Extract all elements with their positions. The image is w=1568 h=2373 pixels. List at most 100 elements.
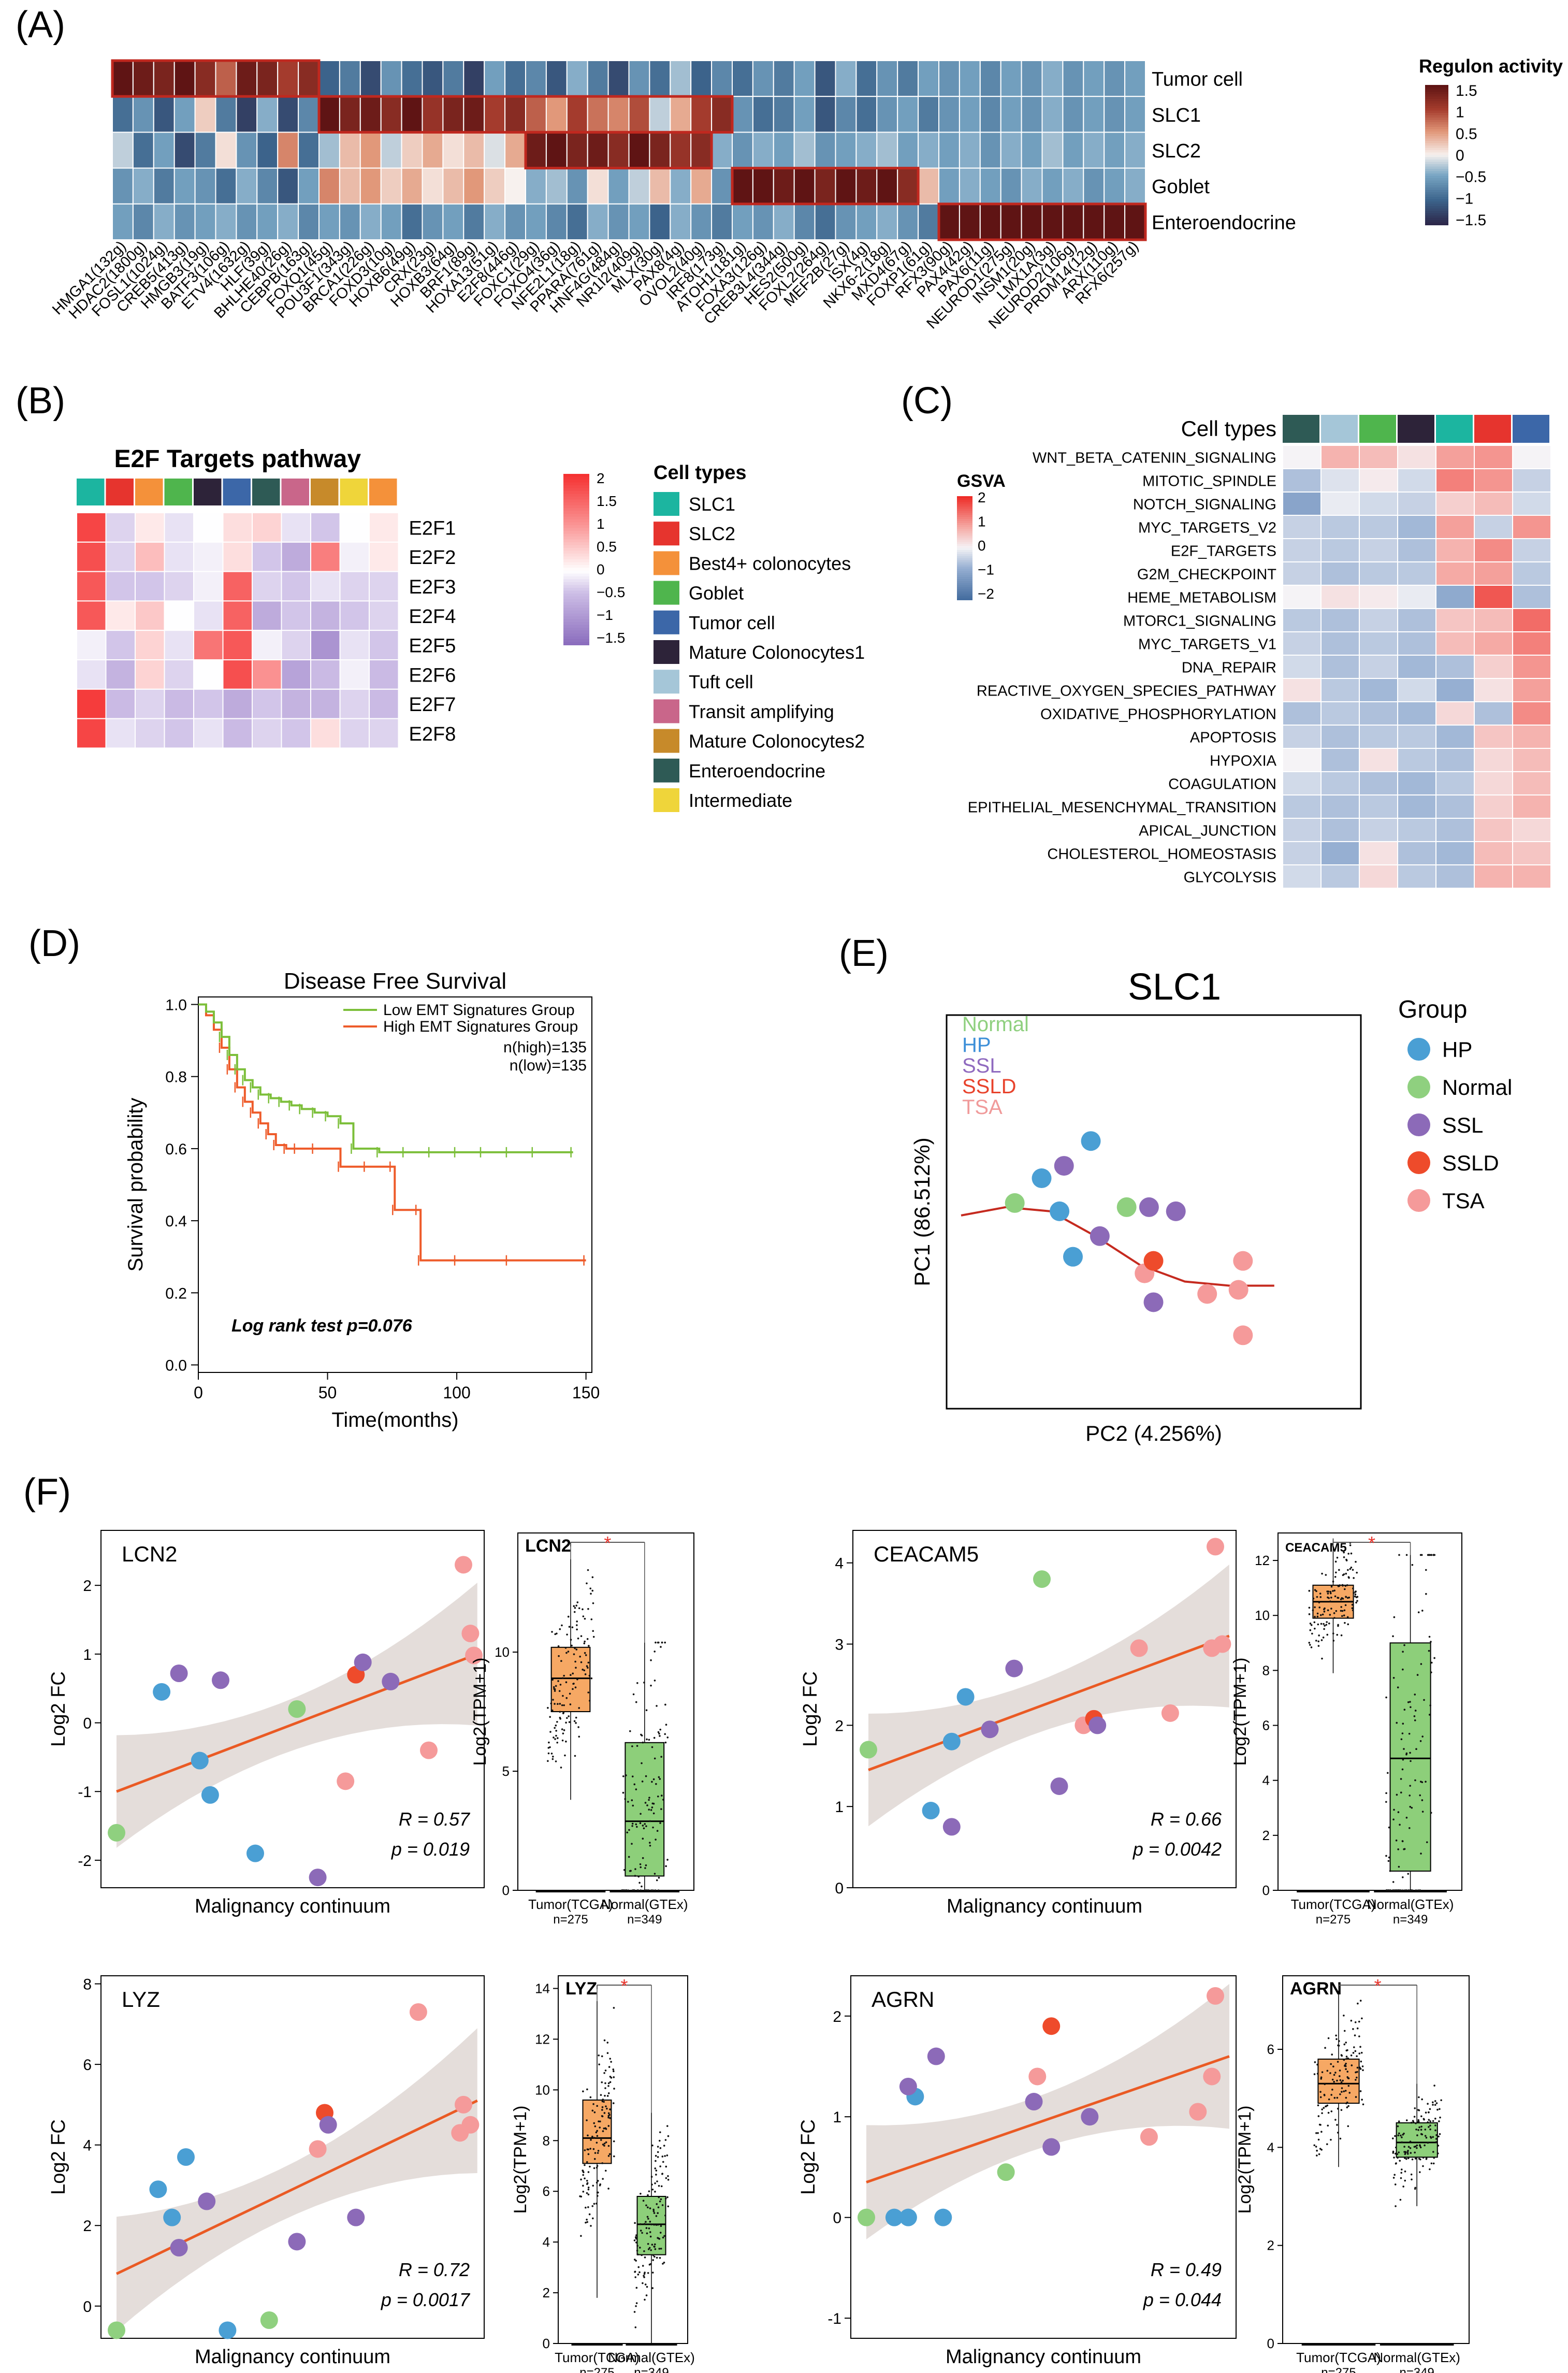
jitter-point [1314,1615,1316,1618]
jitter-point [1400,2177,1402,2179]
jitter-point [1341,2087,1343,2089]
jitter-point [661,2173,663,2175]
heatmap-b-cell [310,600,341,631]
heatmap-a-cell [587,203,609,240]
scatter-point [1207,1538,1224,1556]
heatmap-a-cell [463,60,485,97]
jitter-point [1392,1635,1394,1638]
jitter-point [575,1604,577,1607]
heatmap-c-cell [1435,608,1475,632]
jitter-point [562,1712,565,1714]
jitter-point [1409,1752,1411,1754]
jitter-point [1385,1855,1387,1857]
jitter-point [1406,2151,1409,2153]
jitter-point [564,1754,566,1757]
gene-label: AGRN [1290,1979,1342,1999]
x-tick-label: 0 [194,1383,203,1402]
jitter-point [568,1721,571,1723]
heatmap-c-cell [1512,864,1551,889]
jitter-point [1417,2109,1419,2111]
jitter-point [1409,1827,1411,1829]
jitter-point [1396,1793,1398,1796]
jitter-point [1417,1889,1419,1891]
jitter-point [1400,2134,1402,2137]
jitter-point [644,1802,647,1804]
jitter-point [1334,2072,1337,2074]
heatmap-a-cell [153,60,175,97]
jitter-point [575,1716,577,1719]
heatmap-c-cell [1359,468,1398,493]
jitter-point [658,2139,661,2142]
jitter-point [1397,2125,1399,2128]
highlight-block [937,202,1147,241]
heatmap-c-cell [1320,445,1360,469]
scatter-point [108,1824,125,1842]
y-tick-label: 6 [1267,2042,1274,2057]
jitter-point [589,1587,591,1589]
legend-gradient-step [563,514,589,517]
heatmap-b-cell [222,512,253,543]
scatter-point [981,1720,999,1739]
scatter-point [319,2116,337,2134]
scatter-point [922,1802,940,1820]
jitter-point [642,1825,644,1827]
jitter-point [596,2130,598,2132]
jitter-point [654,1889,657,1891]
jitter-point [586,1638,589,1640]
jitter-point [1387,1889,1390,1891]
legend-gradient-step [957,536,972,538]
jitter-point [1327,1593,1329,1595]
heatmap-a-cell [359,96,382,133]
jitter-point [1430,2137,1432,2139]
jitter-point [1433,1657,1435,1659]
y-axis-label: Survival probability [124,1098,147,1272]
heatmap-a-cell [607,132,630,169]
y-tick-label: 0 [83,2298,92,2316]
legend-gradient-step [1425,185,1448,188]
jitter-point [574,1686,577,1688]
jitter-point [549,1716,551,1718]
jitter-point [604,2087,606,2089]
jitter-point [582,1669,584,1671]
y-tick-label: 0 [83,1715,92,1732]
jitter-point [655,1783,657,1785]
legend-gradient-step [1425,157,1448,160]
jitter-point [658,1776,660,1778]
heatmap-a-cell [194,132,216,169]
jitter-point [1321,2108,1323,2110]
heatmap-a-cell [690,60,713,97]
jitter-point [666,2154,669,2157]
row-label: Tumor cell [1152,69,1243,91]
jitter-point [1400,1791,1402,1794]
legend-swatch [654,699,679,724]
jitter-point [1402,1668,1404,1671]
jitter-point [607,2116,609,2119]
jitter-point [594,2152,597,2154]
jitter-point [658,1732,660,1735]
jitter-point [1346,1616,1349,1618]
scatter-point [1161,1704,1179,1722]
jitter-point [662,1799,664,1801]
jitter-point [645,1889,647,1891]
survival-curve [198,1003,586,1262]
jitter-point [1338,1569,1340,1571]
jitter-point [568,1626,571,1628]
jitter-point [1405,1816,1408,1819]
heatmap-a-cell [1021,167,1043,205]
legend-gradient-step [563,485,589,489]
jitter-point [596,2142,598,2144]
x-axis-label: Malignancy continuum [195,2346,390,2368]
jitter-point [1428,1649,1430,1652]
heatmap-b-cell [310,688,341,719]
legend-gradient-step [957,540,972,542]
jitter-point [1354,2034,1356,2036]
legend-swatch [654,551,679,575]
jitter-point [1414,1779,1416,1782]
jitter-point [657,1641,659,1644]
scatter-point [219,2321,237,2339]
jitter-point [1407,2146,1410,2148]
jitter-point [652,1826,654,1829]
heatmap-b-cell [164,600,194,631]
legend-gradient-step [563,588,589,591]
legend-label: Low EMT Signatures Group [383,1002,575,1019]
